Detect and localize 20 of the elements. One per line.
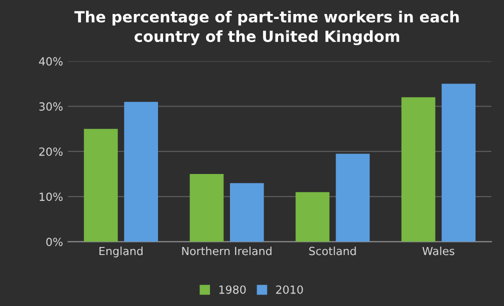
bar [401, 97, 436, 242]
bar [442, 84, 476, 242]
bar [336, 154, 370, 242]
y-tick-label: 20% [39, 147, 63, 156]
bar [230, 183, 264, 242]
legend-label: 2010 [276, 285, 303, 294]
chart-title: The percentage of part-time workers in each country of the United Kingdom [74, 10, 459, 46]
x-tick-label: Scotland [309, 246, 356, 256]
x-tick-label: Northern Ireland [182, 246, 272, 256]
y-tick-label: 30% [39, 102, 63, 111]
legend-label: 1980 [219, 285, 246, 294]
y-tick-label: 10% [40, 192, 63, 201]
bar [84, 128, 118, 242]
x-tick-label: Wales [422, 246, 454, 256]
bar [124, 102, 158, 242]
y-tick-label: 0% [46, 238, 63, 246]
bar [296, 192, 330, 242]
x-tick-label: England [99, 246, 143, 258]
bar [190, 174, 224, 242]
y-tick-label: 40% [39, 57, 63, 66]
